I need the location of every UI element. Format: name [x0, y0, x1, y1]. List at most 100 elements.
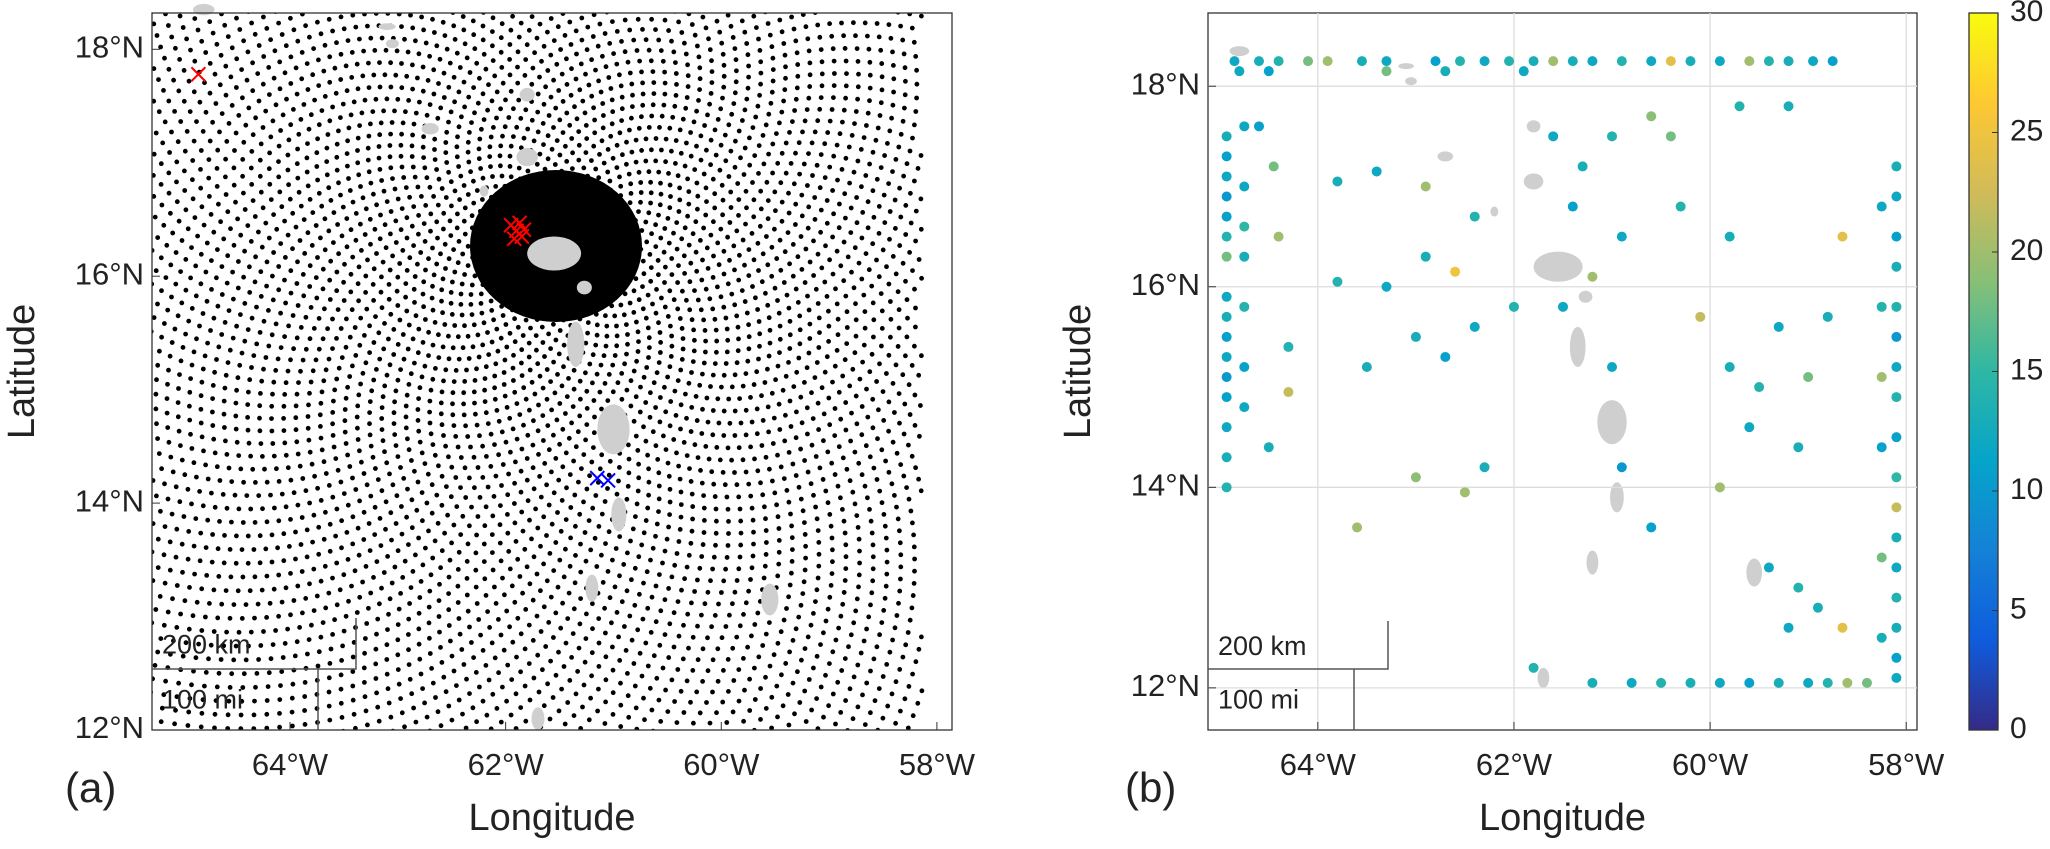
x-axis-label: Longitude: [1479, 797, 1646, 839]
data-point: [1381, 281, 1392, 292]
data-point: [1469, 321, 1480, 332]
island: [1578, 290, 1593, 303]
data-point: [1763, 562, 1774, 573]
scale-label: 200 km: [1218, 631, 1307, 661]
data-point: [1803, 372, 1814, 383]
data-point: [1793, 442, 1804, 453]
data-point: [1861, 677, 1872, 688]
data-point: [1837, 231, 1848, 242]
data-point: [1410, 472, 1421, 483]
y-tick-label: 14°N: [75, 483, 144, 518]
island: [1537, 667, 1550, 688]
data-point: [1253, 121, 1264, 132]
data-point: [1783, 101, 1794, 112]
island: [611, 497, 627, 532]
data-point: [1371, 166, 1382, 177]
data-point: [1616, 231, 1627, 242]
data-point: [1891, 161, 1902, 172]
x-tick-label: 58°W: [899, 747, 976, 782]
data-point: [1891, 191, 1902, 202]
data-point: [1273, 56, 1284, 67]
data-point: [1842, 677, 1853, 688]
data-point: [1876, 372, 1887, 383]
cross-marker: [516, 221, 532, 238]
data-point: [1714, 677, 1725, 688]
island: [1229, 46, 1250, 57]
data-point: [1646, 522, 1657, 533]
data-point: [1773, 321, 1784, 332]
data-point: [1508, 301, 1519, 312]
panel-label: (a): [65, 764, 116, 811]
x-tick-label: 62°W: [468, 747, 545, 782]
data-point: [1283, 341, 1294, 352]
y-tick-label: 16°N: [75, 256, 144, 291]
data-point: [1891, 532, 1902, 543]
data-point: [1557, 301, 1568, 312]
data-point: [1626, 677, 1637, 688]
data-point: [1479, 56, 1490, 67]
data-point: [1876, 632, 1887, 643]
island: [1597, 400, 1627, 445]
scale-label: 200 km: [162, 630, 251, 660]
cross-marker: [600, 472, 616, 489]
axes-frame: [151, 12, 953, 731]
y-axis-label: Latitude: [1, 304, 43, 439]
data-point: [1754, 382, 1765, 393]
island: [527, 236, 582, 271]
data-point: [1793, 582, 1804, 593]
data-point: [1332, 276, 1343, 287]
island: [1405, 77, 1417, 86]
data-point: [1221, 131, 1232, 142]
y-tick-label: 18°N: [1131, 66, 1200, 101]
data-point: [1229, 56, 1240, 67]
data-point: [1221, 482, 1232, 493]
island: [1569, 326, 1586, 367]
y-axis-label: Latitude: [1057, 304, 1099, 439]
data-point: [1837, 622, 1848, 633]
data-point: [1891, 562, 1902, 573]
data-point: [1577, 161, 1588, 172]
data-point: [1803, 677, 1814, 688]
data-point: [1891, 672, 1902, 683]
data-point: [1891, 432, 1902, 443]
data-point: [1352, 522, 1363, 533]
data-point: [1221, 191, 1232, 202]
data-point: [1665, 131, 1676, 142]
data-point: [1876, 201, 1887, 212]
island: [385, 39, 399, 49]
data-point: [1221, 211, 1232, 222]
data-point: [1381, 56, 1392, 67]
data-point: [1744, 677, 1755, 688]
data-point: [1876, 301, 1887, 312]
island: [378, 23, 396, 31]
island: [576, 280, 592, 295]
x-tick-label: 60°W: [683, 747, 760, 782]
data-point: [1616, 56, 1627, 67]
data-point: [1783, 56, 1794, 67]
data-point: [1459, 487, 1470, 498]
island: [516, 148, 538, 167]
data-point: [1763, 56, 1774, 67]
x-tick-label: 58°W: [1868, 747, 1945, 782]
x-tick-label: 64°W: [1280, 747, 1357, 782]
data-point: [1221, 151, 1232, 162]
data-point: [1665, 56, 1676, 67]
island: [1523, 173, 1544, 190]
data-point: [1744, 422, 1755, 433]
data-point: [1430, 56, 1441, 67]
data-point: [1587, 56, 1598, 67]
island: [519, 87, 535, 102]
data-point: [1221, 171, 1232, 182]
y-tick-label: 12°N: [75, 710, 144, 745]
colorbar-tick-label: 30: [2010, 0, 2043, 28]
island: [1533, 251, 1583, 282]
data-point: [1239, 181, 1250, 192]
y-tick-label: 14°N: [1131, 468, 1200, 503]
island: [1586, 550, 1599, 575]
data-point: [1656, 677, 1667, 688]
data-point: [1783, 622, 1794, 633]
data-point: [1808, 56, 1819, 67]
data-point: [1714, 482, 1725, 493]
data-point: [1239, 402, 1250, 413]
